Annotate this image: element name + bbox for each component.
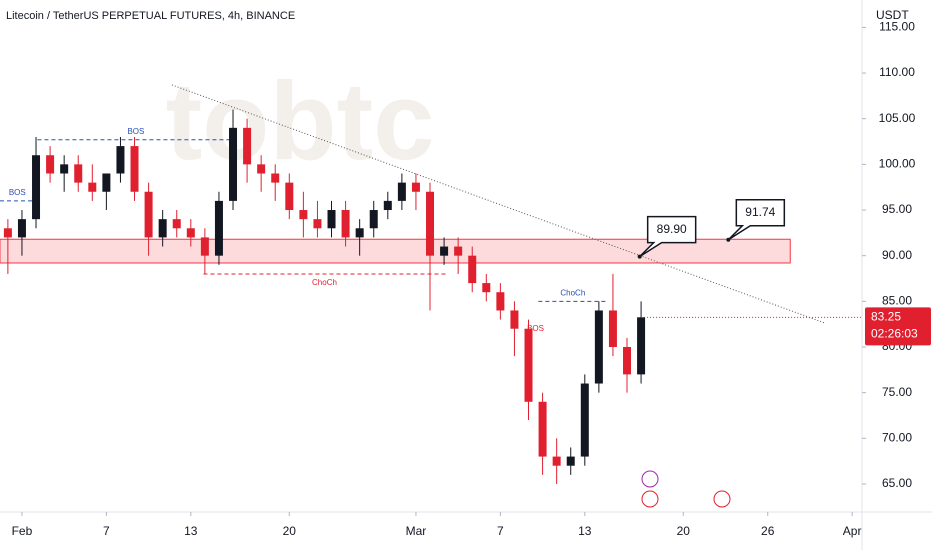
y-tick-label: 110.00 [879, 65, 915, 79]
candle-body [637, 317, 646, 375]
x-tick-label: 20 [283, 524, 297, 538]
candle-body [608, 310, 617, 347]
callout-label: 91.74 [745, 205, 775, 219]
candle-body [468, 255, 477, 284]
candle-body [186, 228, 195, 238]
structure-label: BOS [9, 188, 26, 197]
structure-label: BOS [527, 324, 544, 333]
price-tag-value: 83.25 [871, 309, 901, 323]
price-tag [865, 307, 931, 346]
candle-body [46, 155, 55, 174]
callout-box [727, 199, 786, 241]
x-tick-label: 7 [497, 524, 504, 538]
candle-body [524, 328, 533, 402]
candle-body [102, 173, 111, 192]
x-tick-label: 26 [761, 524, 775, 538]
candle-body [130, 146, 139, 192]
candle-body [3, 228, 12, 238]
x-tick-label: Mar [406, 524, 427, 538]
x-tick-label: 20 [677, 524, 691, 538]
candle-body [411, 182, 420, 192]
structure-label: ChoCh [312, 278, 337, 287]
candle-body [426, 191, 435, 256]
candle-body [566, 456, 575, 466]
y-tick-label: 105.00 [879, 111, 916, 125]
x-tick-label: 13 [184, 524, 198, 538]
y-tick-label: 70.00 [882, 430, 912, 444]
candle-body [229, 127, 238, 201]
candle-body [383, 200, 392, 211]
candle-body [496, 292, 505, 311]
candle-body [200, 237, 209, 256]
watermark: tobtc [166, 60, 435, 183]
candle-body [594, 310, 603, 384]
candle-body [74, 164, 83, 183]
candle-body [397, 182, 406, 201]
candle-body [341, 210, 350, 238]
price-tag-countdown: 02:26:03 [871, 326, 918, 340]
y-tick-label: 95.00 [882, 202, 912, 216]
x-tick-label: Feb [12, 524, 33, 538]
candle-body [369, 210, 378, 229]
y-tick-label: 90.00 [882, 248, 912, 262]
callout-box [639, 215, 697, 258]
y-tick-label: 65.00 [882, 476, 912, 490]
candle-body [482, 283, 491, 293]
candle-body [214, 200, 223, 256]
candle-body [623, 346, 632, 375]
candle-body [158, 219, 167, 238]
x-tick-label: Apr [843, 524, 862, 538]
y-tick-label: 75.00 [882, 385, 912, 399]
y-tick-label: 85.00 [882, 294, 912, 308]
candle-body [313, 219, 322, 229]
y-tick-label: 115.00 [879, 20, 915, 34]
candle-body [538, 401, 547, 457]
structure-label: ChoCh [560, 288, 585, 297]
callout-label: 89.90 [657, 222, 687, 236]
candle-body [257, 164, 266, 174]
structure-label: BOS [127, 127, 144, 136]
candle-body [285, 182, 294, 211]
candle-body [32, 155, 41, 220]
y-tick-label: 100.00 [879, 157, 916, 171]
candle-body [580, 383, 589, 457]
candle-body [454, 246, 463, 256]
candle-body [299, 210, 308, 220]
event-icon[interactable] [641, 470, 659, 488]
candle-body [243, 127, 252, 165]
x-tick-label: 7 [103, 524, 110, 538]
candle-body [440, 246, 449, 256]
candle-body [271, 173, 280, 183]
candle-body [327, 210, 336, 229]
event-icon[interactable] [713, 490, 731, 508]
candle-body [510, 310, 519, 329]
trendline [171, 84, 826, 324]
candle-body [355, 228, 364, 238]
candle-body [88, 182, 97, 192]
candle-body [60, 164, 69, 174]
chart-title: Litecoin / TetherUS PERPETUAL FUTURES, 4… [6, 10, 295, 22]
candle-body [144, 191, 153, 238]
y-axis-label: USDT [876, 8, 909, 22]
candle-body [552, 456, 561, 466]
x-tick-label: 13 [578, 524, 592, 538]
candle-body [172, 219, 181, 229]
event-icon[interactable] [641, 490, 659, 508]
candle-body [116, 146, 125, 174]
support-zone [0, 238, 791, 264]
candle-body [17, 219, 26, 238]
